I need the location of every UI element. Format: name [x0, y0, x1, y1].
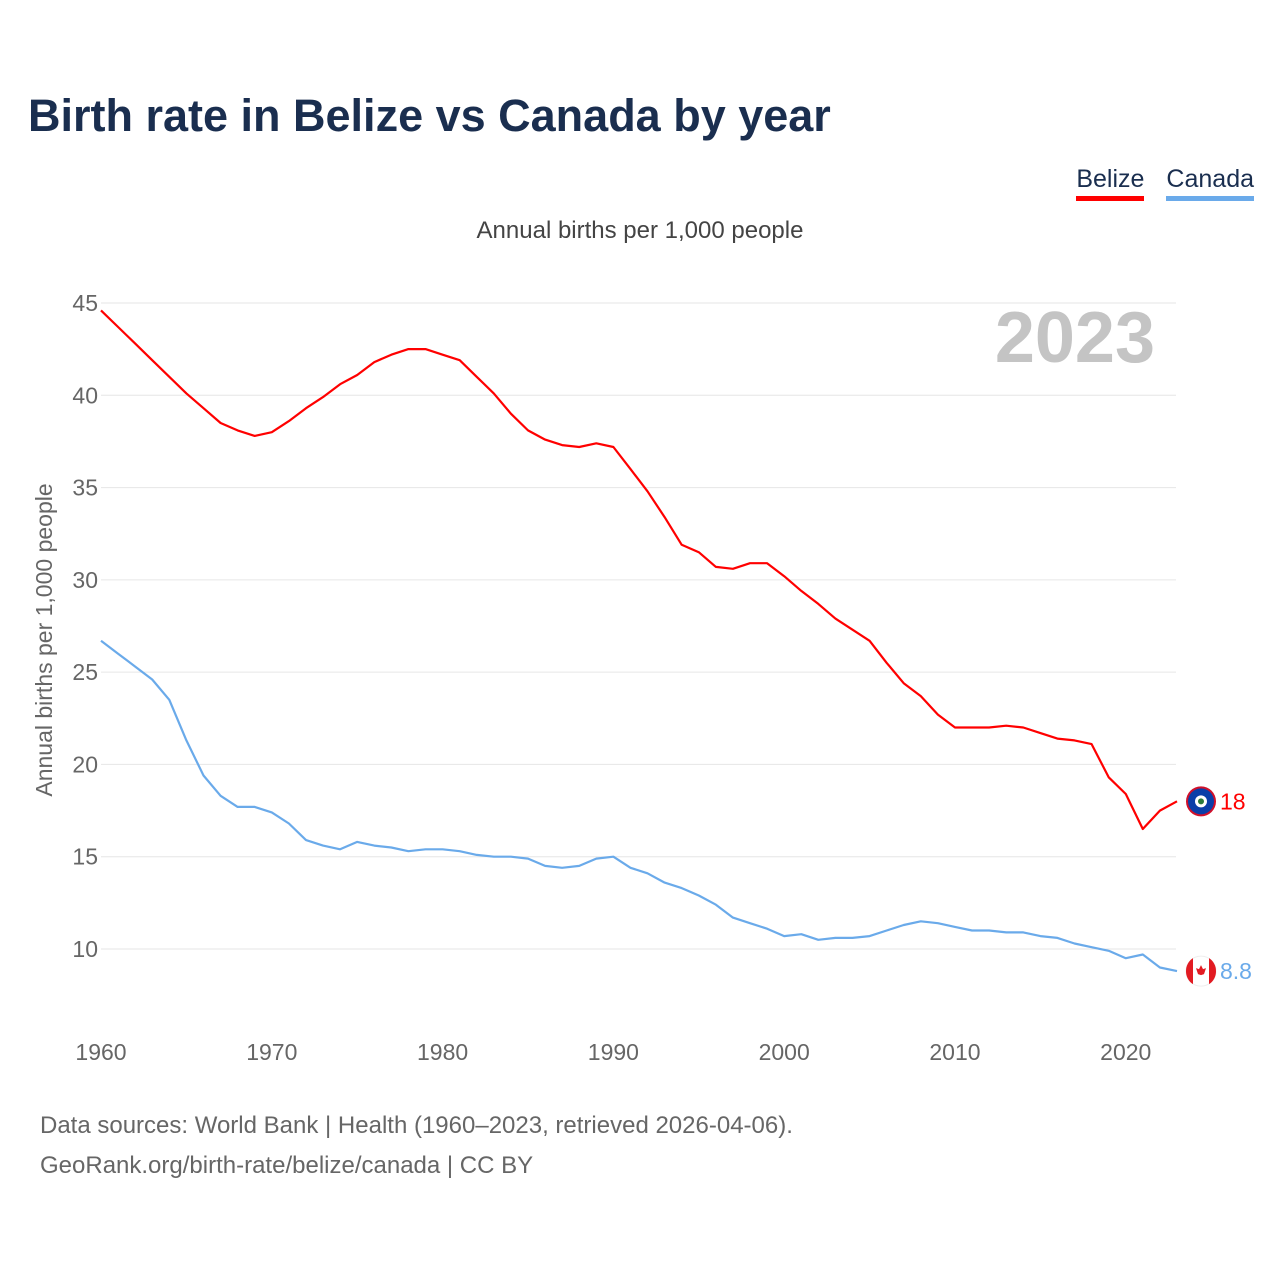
y-tick-label: 40: [72, 382, 98, 408]
y-tick-label: 15: [72, 844, 98, 870]
end-value-label-belize: 18: [1220, 788, 1246, 814]
year-watermark: 2023: [995, 298, 1155, 378]
y-tick-label: 30: [72, 567, 98, 593]
footer: Data sources: World Bank | Health (1960–…: [40, 1106, 793, 1186]
y-axis-label: Annual births per 1,000 people: [31, 483, 57, 796]
flag-canada-icon: [1185, 955, 1217, 987]
source-link[interactable]: GeoRank.org/birth-rate/belize/canada | C…: [40, 1152, 534, 1179]
flag-belize-icon: [1186, 786, 1216, 817]
y-tick-label: 25: [72, 659, 98, 685]
y-tick-label: 10: [72, 936, 98, 962]
chart-subtitle: Annual births per 1,000 people: [476, 217, 804, 244]
chart-title: Birth rate in Belize vs Canada by year: [28, 90, 831, 141]
legend-canada[interactable]: Canada: [1166, 165, 1254, 201]
end-value-label-canada: 8.8: [1220, 958, 1252, 984]
x-tick-label: 1970: [246, 1039, 297, 1065]
x-tick-label: 2020: [1100, 1039, 1151, 1065]
y-tick-label: 45: [72, 290, 98, 316]
x-tick-label: 2000: [759, 1039, 810, 1065]
x-tick-label: 2010: [929, 1039, 980, 1065]
y-tick-label: 35: [72, 475, 98, 501]
legend: Belize Canada: [1076, 165, 1254, 201]
legend-belize[interactable]: Belize: [1076, 165, 1145, 201]
x-tick-label: 1980: [417, 1039, 468, 1065]
x-tick-label: 1960: [75, 1039, 126, 1065]
series-line-canada: [100, 639, 1178, 973]
x-tick-label: 1990: [588, 1039, 639, 1065]
series-line-belize: [100, 309, 1178, 831]
data-source-text: Data sources: World Bank | Health (1960–…: [40, 1112, 793, 1139]
y-tick-label: 20: [72, 751, 98, 777]
